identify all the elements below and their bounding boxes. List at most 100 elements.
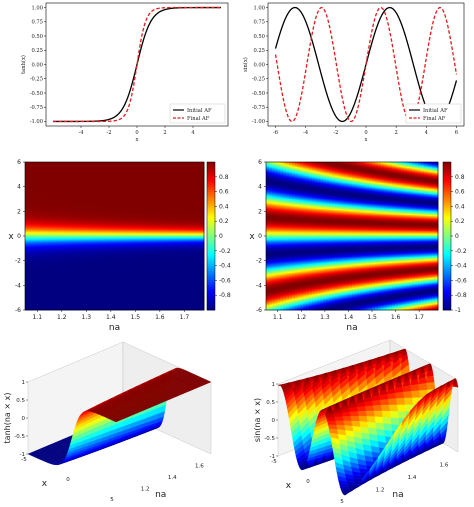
heat-cell xyxy=(144,182,148,185)
heat-cell xyxy=(87,185,92,188)
heat-cell xyxy=(81,185,86,188)
heat-cell xyxy=(132,195,136,197)
heat-cell xyxy=(123,197,127,200)
heat-cell xyxy=(39,169,44,172)
heat-cell xyxy=(153,186,157,189)
heat-cell xyxy=(192,176,196,179)
heat-cell xyxy=(51,194,56,196)
heat-cell xyxy=(84,162,89,164)
heat-cell xyxy=(42,179,47,181)
heat-cell xyxy=(60,199,65,201)
heat-cell xyxy=(165,173,169,175)
heat-cell xyxy=(201,165,205,168)
heat-cell xyxy=(42,182,47,185)
heat-cell xyxy=(192,190,196,192)
heat-cell xyxy=(198,197,202,200)
heat-cell xyxy=(39,191,44,194)
heat-cell xyxy=(123,191,127,194)
heat-cell xyxy=(123,180,127,183)
heat-cell xyxy=(159,165,163,168)
heat-cell xyxy=(138,186,142,189)
heat-cell xyxy=(171,163,175,165)
heat-cell xyxy=(141,197,145,200)
x-tick-label: 2 xyxy=(163,130,166,136)
heat-cell xyxy=(57,175,62,178)
heat-cell xyxy=(147,187,151,190)
heat-cell xyxy=(75,181,80,184)
heat-cell xyxy=(99,166,103,169)
heat-cell xyxy=(84,200,89,202)
heat-cell xyxy=(180,176,184,179)
heat-cell xyxy=(117,178,121,180)
heat-cell xyxy=(105,199,109,201)
heat-cell xyxy=(60,187,65,190)
heat-cell xyxy=(198,169,202,172)
heat-cell xyxy=(72,200,77,202)
heat-cell xyxy=(198,200,202,202)
heat-cell xyxy=(120,166,124,169)
heat-cell xyxy=(39,180,44,183)
heat-cell xyxy=(117,169,121,172)
heat-cell xyxy=(126,190,130,192)
heat-cell xyxy=(84,192,89,195)
heat-cell xyxy=(189,168,193,170)
heat-cell xyxy=(39,162,44,164)
heat-cell xyxy=(123,175,127,178)
heat-cell xyxy=(123,162,127,164)
heat-cell xyxy=(30,184,35,186)
heat-cell xyxy=(39,184,44,186)
heat-cell xyxy=(48,164,53,167)
heat-cell xyxy=(141,174,145,176)
heat-cell xyxy=(25,184,29,186)
heat-cell xyxy=(84,176,89,179)
heat-cell xyxy=(78,162,83,164)
heat-cell xyxy=(180,174,184,176)
heat-cell xyxy=(108,190,112,192)
heat-cell xyxy=(120,192,124,195)
heat-cell xyxy=(90,186,95,189)
heat-cell xyxy=(201,194,205,196)
heat-cell xyxy=(66,191,71,194)
heat-cell xyxy=(153,170,157,173)
heat-cell xyxy=(177,163,181,165)
heat-cell xyxy=(171,171,175,174)
heat-cell xyxy=(75,189,80,191)
heat-cell xyxy=(174,178,178,180)
heat-cell xyxy=(30,164,35,167)
heat-cell xyxy=(90,194,95,196)
heat-cell xyxy=(162,164,166,167)
heat-cell xyxy=(189,179,193,181)
heat-cell xyxy=(33,169,38,172)
heat-cell xyxy=(123,182,127,185)
heat-cell xyxy=(201,178,205,180)
heat-cell xyxy=(129,195,133,197)
heat-cell xyxy=(138,180,142,183)
heat-cell xyxy=(147,189,151,191)
heat-cell xyxy=(93,170,97,173)
heat-cell xyxy=(36,168,41,170)
heat-cell xyxy=(51,163,56,165)
heat-cell xyxy=(42,178,47,180)
heat-cell xyxy=(174,166,178,169)
heat-cell xyxy=(186,171,190,174)
heat-cell xyxy=(27,199,32,201)
heat-cell xyxy=(153,187,157,190)
heat-cell xyxy=(81,194,86,196)
heat-cell xyxy=(96,182,100,185)
heat-cell xyxy=(108,170,112,173)
heat-cell xyxy=(198,179,202,181)
heat-cell xyxy=(165,185,169,188)
heat-cell xyxy=(54,170,59,173)
heat-cell xyxy=(102,166,106,169)
heat-cell xyxy=(147,166,151,169)
heat-cell xyxy=(36,197,41,200)
heat-cell xyxy=(33,166,38,169)
heat-cell xyxy=(165,187,169,190)
heat-cell xyxy=(25,182,29,185)
heat-cell xyxy=(63,178,68,180)
heat-cell xyxy=(135,173,139,175)
heat-cell xyxy=(25,171,29,174)
heat-cell xyxy=(123,165,127,168)
heat-cell xyxy=(132,199,136,201)
heat-cell xyxy=(27,182,32,185)
